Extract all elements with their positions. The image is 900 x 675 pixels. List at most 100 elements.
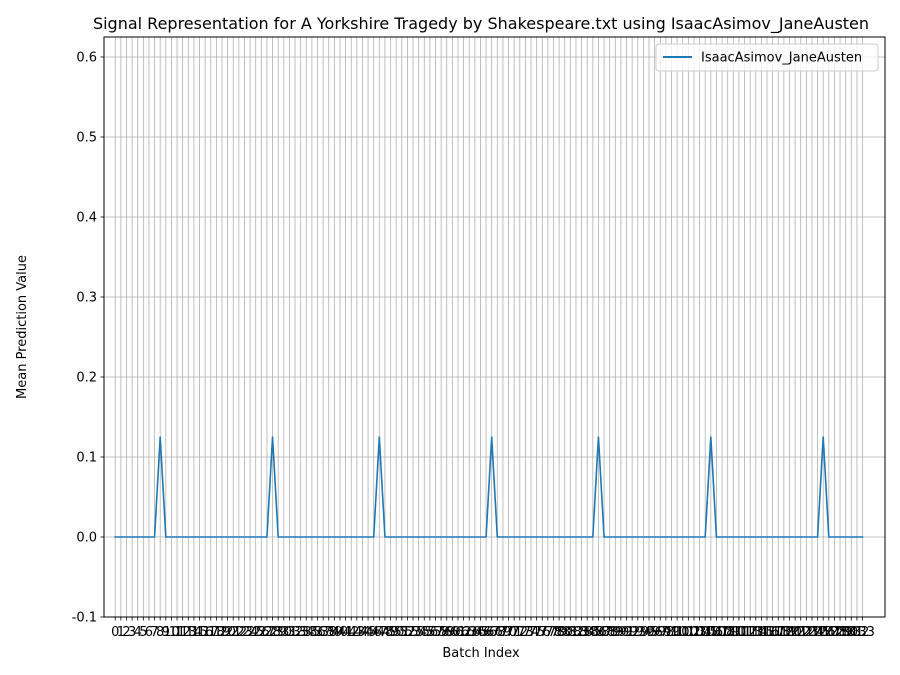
x-tick-label: 113 [738,625,763,640]
x-tick-label: 12 [174,625,191,640]
x-tick-label: 11 [169,625,186,640]
x-tick-label: 48 [377,625,394,640]
x-tick-label: 56 [422,625,439,640]
x-tick-label: 79 [551,625,568,640]
x-tick-label: 26 [253,625,270,640]
x-tick-label: 101 [670,625,695,640]
x-tick-label: 76 [534,625,551,640]
x-tick-label: 85 [585,625,602,640]
x-tick-label: 83 [573,625,590,640]
x-tick-label: 4 [134,625,142,640]
plot-area [103,36,886,618]
x-tick-label: 70 [500,625,517,640]
y-tick-label: -0.1 [72,611,97,626]
y-tick-label: 0.4 [76,211,97,226]
x-tick-label: 54 [410,625,427,640]
x-tick-label: 42 [343,625,360,640]
x-tick-label: 119 [771,625,796,640]
x-tick-label: 116 [755,625,780,640]
series-layer [114,436,864,538]
x-tick-label: 64 [467,625,484,640]
x-tick-label: 3 [128,625,136,640]
x-tick-label: 97 [652,625,669,640]
x-tick-label: 22 [231,625,248,640]
x-tick-label: 19 [214,625,231,640]
x-tick-label: 124 [800,625,825,640]
x-tick-label: 78 [545,625,562,640]
x-tick-label: 91 [618,625,635,640]
x-tick-label: 73 [517,625,534,640]
x-tick-label: 92 [624,625,641,640]
x-tick-label: 125 [805,625,830,640]
x-tick-label: 114 [743,625,768,640]
x-tick-label: 63 [461,625,478,640]
x-tick-label: 89 [607,625,624,640]
y-tick-label: 0.0 [76,531,97,546]
x-tick-label: 133 [850,625,875,640]
x-tick-label: 81 [562,625,579,640]
x-tick-label: 21 [225,625,242,640]
x-tick-label: 111 [726,625,751,640]
x-tick-label: 126 [811,625,836,640]
x-tick-label: 8 [156,625,164,640]
x-tick-label: 96 [646,625,663,640]
x-tick-label: 66 [478,625,495,640]
x-tick-label: 103 [682,625,707,640]
x-tick-label: 17 [202,625,219,640]
x-tick-label: 24 [242,625,259,640]
x-tick-label: 35 [304,625,321,640]
y-tick-label: 0.3 [76,291,97,306]
grid [104,37,885,618]
x-tick-label: 75 [528,625,545,640]
x-tick-label: 95 [641,625,658,640]
x-tick-label: 110 [721,625,746,640]
x-tick-label: 27 [259,625,276,640]
x-tick-label: 128 [822,625,847,640]
x-tick-label: 15 [191,625,208,640]
x-tick-label: 65 [472,625,489,640]
x-tick-label: 127 [816,625,841,640]
x-tick-label: 112 [732,625,757,640]
y-tick-label: 0.6 [76,51,97,66]
x-axis-label: Batch Index [442,646,520,661]
y-tick-label: 0.1 [76,451,97,466]
x-tick-label: 131 [839,625,864,640]
x-tick-label: 120 [777,625,802,640]
x-axis-ticks: 0123456789101112131415161718192021222324… [111,617,875,640]
x-tick-label: 100 [665,625,690,640]
x-tick-label: 68 [489,625,506,640]
x-tick-label: 98 [658,625,675,640]
x-tick-label: 74 [523,625,540,640]
x-tick-label: 16 [197,625,214,640]
x-tick-label: 23 [236,625,253,640]
x-tick-label: 20 [219,625,236,640]
x-tick-label: 94 [635,625,652,640]
x-tick-label: 105 [693,625,718,640]
x-tick-label: 5 [139,625,147,640]
x-tick-label: 33 [292,625,309,640]
x-tick-label: 37 [315,625,332,640]
x-tick-label: 31 [281,625,298,640]
x-tick-label: 28 [264,625,281,640]
x-tick-label: 44 [354,625,371,640]
x-tick-label: 50 [388,625,405,640]
x-tick-label: 77 [540,625,557,640]
x-tick-label: 72 [512,625,529,640]
series-line-0 [114,436,864,538]
x-tick-label: 93 [630,625,647,640]
x-tick-label: 121 [783,625,808,640]
x-tick-label: 53 [405,625,422,640]
x-tick-label: 49 [382,625,399,640]
legend-box [655,43,879,72]
x-tick-label: 130 [833,625,858,640]
x-tick-label: 29 [270,625,287,640]
x-tick-label: 88 [601,625,618,640]
x-tick-label: 67 [483,625,500,640]
y-tick-label: 0.2 [76,371,97,386]
x-tick-label: 115 [749,625,774,640]
x-tick-label: 30 [276,625,293,640]
x-tick-label: 9 [162,625,170,640]
x-tick-label: 69 [495,625,512,640]
x-tick-label: 39 [326,625,343,640]
